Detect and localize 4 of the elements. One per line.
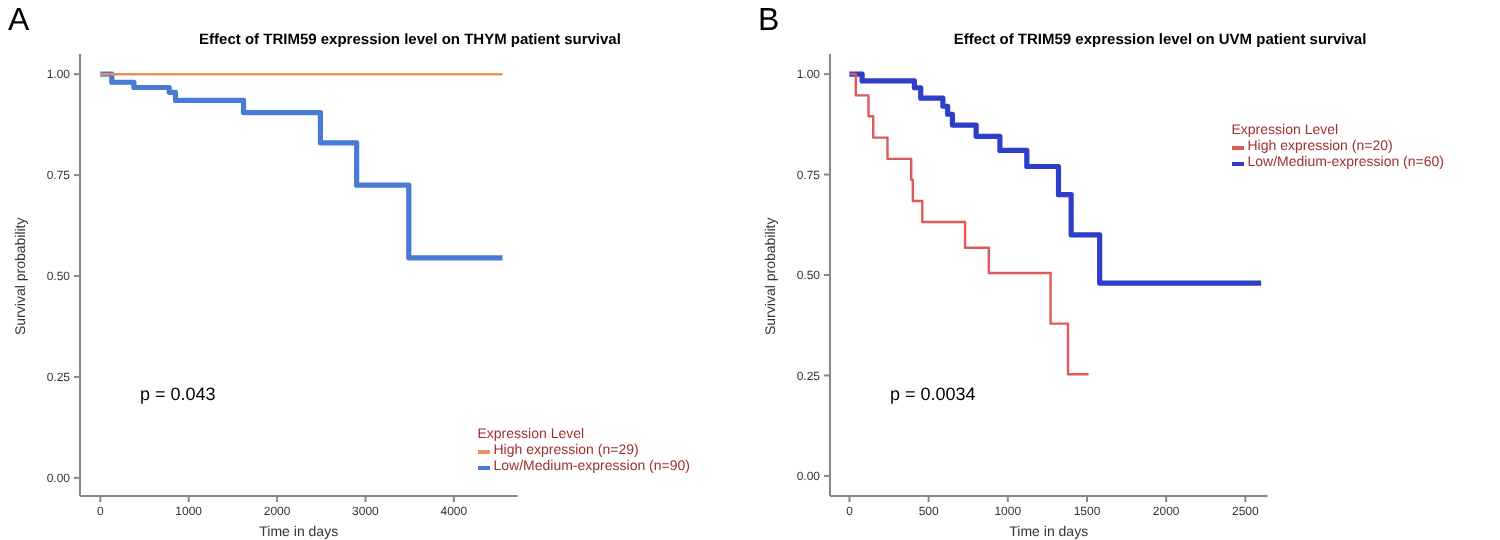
text: B xyxy=(758,4,780,40)
annotation: p = 0.043 xyxy=(140,384,216,404)
annotation: p = 0.0034 xyxy=(890,384,976,404)
text: A xyxy=(8,4,30,40)
